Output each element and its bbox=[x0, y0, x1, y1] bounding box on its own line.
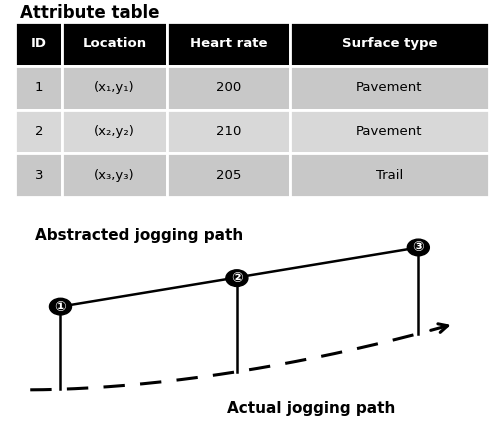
Bar bbox=[290, 22, 489, 66]
Bar bbox=[15, 22, 62, 66]
Bar bbox=[167, 22, 290, 66]
Ellipse shape bbox=[226, 270, 248, 286]
Text: 2: 2 bbox=[35, 125, 43, 138]
Text: 205: 205 bbox=[216, 169, 241, 182]
Text: Heart rate: Heart rate bbox=[190, 37, 267, 50]
Bar bbox=[290, 153, 489, 197]
Text: ID: ID bbox=[31, 37, 47, 50]
Text: ②: ② bbox=[231, 271, 243, 285]
Bar bbox=[290, 66, 489, 110]
Text: 200: 200 bbox=[216, 81, 241, 94]
Text: ①: ① bbox=[54, 300, 67, 314]
Text: 210: 210 bbox=[216, 125, 241, 138]
Text: Location: Location bbox=[83, 37, 147, 50]
Text: ③: ③ bbox=[412, 240, 424, 254]
Bar bbox=[62, 66, 167, 110]
Bar bbox=[62, 22, 167, 66]
Text: 3: 3 bbox=[35, 169, 43, 182]
Text: (x₂,y₂): (x₂,y₂) bbox=[94, 125, 135, 138]
Text: Pavement: Pavement bbox=[356, 81, 423, 94]
Bar bbox=[62, 153, 167, 197]
Bar bbox=[167, 66, 290, 110]
Ellipse shape bbox=[407, 239, 429, 256]
Text: Abstracted jogging path: Abstracted jogging path bbox=[35, 228, 243, 243]
Bar bbox=[167, 153, 290, 197]
Bar bbox=[167, 110, 290, 153]
Text: Surface type: Surface type bbox=[342, 37, 437, 50]
Text: Actual jogging path: Actual jogging path bbox=[227, 401, 395, 416]
Ellipse shape bbox=[49, 298, 72, 315]
Bar bbox=[290, 110, 489, 153]
Text: Trail: Trail bbox=[376, 169, 403, 182]
Text: 1: 1 bbox=[35, 81, 43, 94]
Bar bbox=[62, 110, 167, 153]
Text: Attribute table: Attribute table bbox=[20, 4, 160, 22]
Bar bbox=[15, 66, 62, 110]
Text: Pavement: Pavement bbox=[356, 125, 423, 138]
Bar bbox=[15, 110, 62, 153]
Bar bbox=[15, 153, 62, 197]
Text: (x₁,y₁): (x₁,y₁) bbox=[94, 81, 135, 94]
Text: (x₃,y₃): (x₃,y₃) bbox=[94, 169, 135, 182]
